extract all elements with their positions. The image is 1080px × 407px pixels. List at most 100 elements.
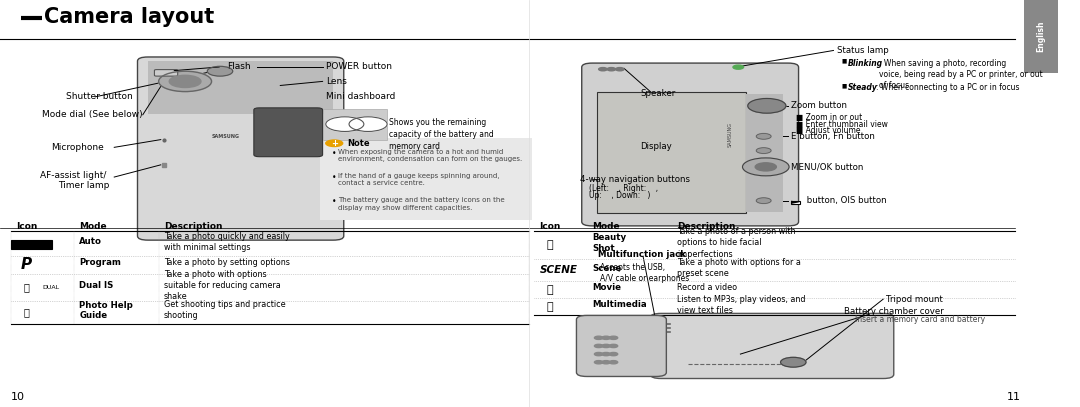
Text: 11: 11: [1007, 392, 1021, 402]
Text: English: English: [1037, 21, 1045, 53]
Text: Battery chamber cover: Battery chamber cover: [845, 307, 944, 316]
Text: Description: Description: [164, 222, 222, 231]
FancyBboxPatch shape: [650, 313, 894, 379]
Text: Status lamp: Status lamp: [837, 46, 889, 55]
Circle shape: [349, 117, 387, 131]
Circle shape: [756, 133, 771, 139]
Text: Up:    , Down:   ): Up: , Down: ): [590, 191, 650, 200]
Text: Mini dashboard: Mini dashboard: [326, 92, 395, 101]
Text: E button, Fn button: E button, Fn button: [792, 132, 875, 141]
Text: ■: ■: [842, 59, 849, 63]
Circle shape: [609, 344, 618, 348]
Circle shape: [602, 361, 610, 364]
Text: 4-way navigation buttons: 4-way navigation buttons: [580, 175, 690, 184]
Text: SCENE: SCENE: [539, 265, 578, 275]
Text: Auto: Auto: [79, 237, 103, 246]
Circle shape: [594, 344, 603, 348]
FancyBboxPatch shape: [582, 63, 798, 226]
Circle shape: [326, 117, 364, 131]
Circle shape: [609, 352, 618, 356]
FancyBboxPatch shape: [792, 201, 799, 204]
Text: Record a video: Record a video: [677, 283, 737, 292]
Text: Shutter button: Shutter button: [66, 92, 133, 101]
Text: ■ Adjust volume: ■ Adjust volume: [796, 126, 861, 135]
Circle shape: [733, 65, 743, 69]
Text: Insert a memory card and battery: Insert a memory card and battery: [854, 315, 985, 324]
Text: When exposing the camera to a hot and humid
environment, condensation can form o: When exposing the camera to a hot and hu…: [338, 149, 523, 162]
FancyBboxPatch shape: [11, 240, 52, 249]
Text: •: •: [333, 173, 337, 182]
FancyBboxPatch shape: [154, 70, 178, 76]
FancyBboxPatch shape: [321, 138, 532, 220]
Text: Steady: Steady: [848, 83, 878, 92]
Text: •: •: [333, 197, 337, 206]
Text: 10: 10: [11, 392, 25, 402]
Text: Beauty
Shot: Beauty Shot: [592, 233, 626, 253]
Text: Flash: Flash: [228, 62, 251, 71]
Text: Accepts the USB,
A/V cable or earphones: Accepts the USB, A/V cable or earphones: [599, 263, 689, 282]
Polygon shape: [792, 201, 799, 204]
Text: Take a photo by setting options: Take a photo by setting options: [164, 258, 289, 267]
FancyBboxPatch shape: [148, 61, 333, 114]
Text: Get shooting tips and practice
shooting: Get shooting tips and practice shooting: [164, 300, 285, 320]
Text: Mode: Mode: [592, 222, 620, 231]
Circle shape: [747, 98, 786, 113]
Text: Dual IS: Dual IS: [79, 281, 113, 290]
Text: : When saving a photo, recording
voice, being read by a PC or printer, or out
of: : When saving a photo, recording voice, …: [879, 59, 1042, 90]
Circle shape: [594, 352, 603, 356]
Text: 🎦: 🎦: [24, 307, 29, 317]
FancyBboxPatch shape: [254, 108, 323, 157]
Text: Description: Description: [677, 222, 735, 231]
Text: (Left:    , Right:    ,: (Left: , Right: ,: [590, 184, 659, 193]
Circle shape: [602, 344, 610, 348]
Text: Scene: Scene: [592, 263, 622, 273]
Text: Photo Help
Guide: Photo Help Guide: [79, 301, 133, 320]
Circle shape: [594, 336, 603, 339]
Text: +: +: [330, 139, 338, 148]
Text: Mode dial (See below): Mode dial (See below): [42, 110, 143, 119]
Text: POWER button: POWER button: [326, 62, 392, 71]
Text: ■ Enter thumbnail view: ■ Enter thumbnail view: [796, 120, 889, 129]
Circle shape: [755, 163, 777, 171]
Text: 🎥: 🎥: [546, 285, 553, 295]
Text: DUAL: DUAL: [42, 285, 59, 290]
Text: Tripod mount: Tripod mount: [887, 295, 943, 304]
Circle shape: [602, 352, 610, 356]
Circle shape: [756, 148, 771, 153]
Text: ■ Zoom in or out: ■ Zoom in or out: [796, 113, 863, 122]
Circle shape: [207, 66, 232, 76]
Text: AUTO: AUTO: [21, 241, 42, 247]
Text: P: P: [21, 258, 32, 272]
Circle shape: [781, 357, 806, 367]
Text: Blinking: Blinking: [848, 59, 883, 68]
Text: Microphone: Microphone: [51, 143, 104, 152]
Text: Speaker: Speaker: [640, 89, 675, 98]
Text: : When connecting to a PC or in focus: : When connecting to a PC or in focus: [876, 83, 1020, 92]
Text: Take a photo with options for a
preset scene: Take a photo with options for a preset s…: [677, 258, 800, 278]
Text: Shows you the remaining
capacity of the battery and
memory card: Shows you the remaining capacity of the …: [389, 118, 494, 151]
Text: •: •: [333, 149, 337, 158]
Circle shape: [609, 361, 618, 364]
Text: Display: Display: [640, 142, 672, 151]
Circle shape: [598, 68, 607, 71]
Text: Mode: Mode: [79, 222, 107, 231]
Text: SAMSUNG: SAMSUNG: [212, 134, 240, 139]
Circle shape: [743, 158, 789, 176]
Circle shape: [170, 75, 201, 88]
Text: Timer lamp: Timer lamp: [58, 181, 109, 190]
Circle shape: [594, 361, 603, 364]
Text: Listen to MP3s, play videos, and
view text files: Listen to MP3s, play videos, and view te…: [677, 295, 806, 315]
FancyBboxPatch shape: [323, 109, 387, 140]
Text: If the hand of a gauge keeps spinning around,
contact a service centre.: If the hand of a gauge keeps spinning ar…: [338, 173, 500, 186]
Circle shape: [602, 336, 610, 339]
Text: Note: Note: [347, 139, 369, 148]
Text: 🎵: 🎵: [546, 302, 553, 312]
Text: Lens: Lens: [326, 77, 347, 86]
Text: Camera layout: Camera layout: [44, 7, 215, 27]
Circle shape: [326, 140, 342, 147]
FancyBboxPatch shape: [596, 92, 745, 213]
Circle shape: [159, 71, 212, 92]
Text: Program: Program: [79, 258, 121, 267]
Text: SAMSUNG: SAMSUNG: [727, 122, 732, 147]
Text: The battery gauge and the battery icons on the
display may show different capaci: The battery gauge and the battery icons …: [338, 197, 505, 211]
